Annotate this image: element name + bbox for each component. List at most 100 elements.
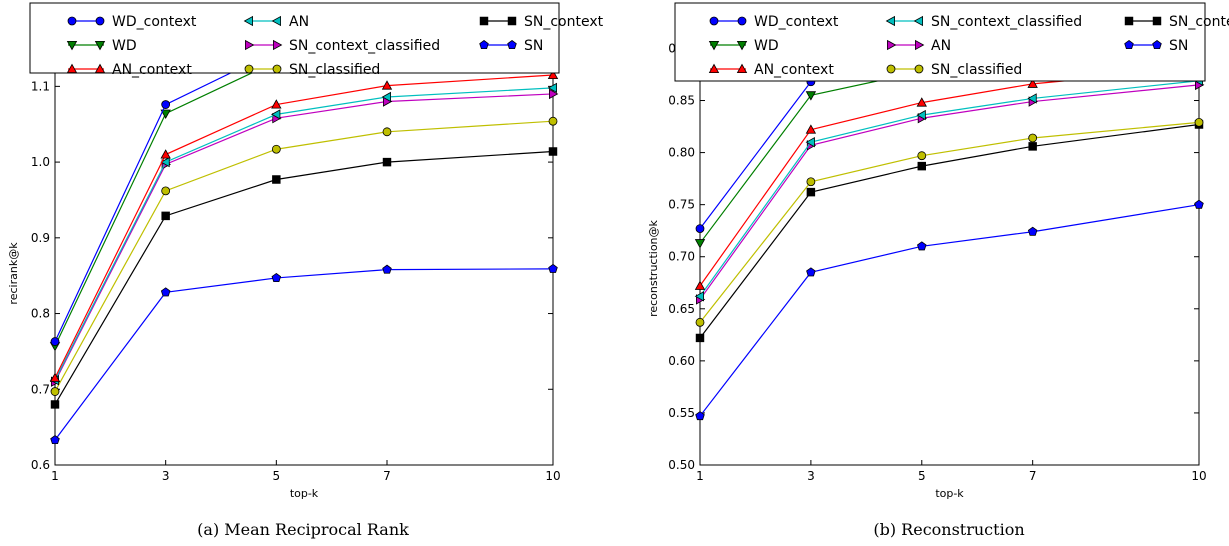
y-tick-label: 0.55 <box>668 406 695 420</box>
legend-swatch-marker <box>94 41 106 51</box>
legend-label: AN <box>289 14 309 30</box>
legend-swatch-marker <box>507 40 517 50</box>
legend-swatch-marker <box>95 16 105 26</box>
y-axis-label: reconstruction@k <box>647 219 660 316</box>
data-point-an-context <box>1027 78 1038 88</box>
legend-item-wd: WD <box>66 38 137 54</box>
legend-swatch-marker <box>66 63 78 73</box>
plot-frame <box>699 11 1200 466</box>
x-tick-label: 3 <box>807 469 815 483</box>
x-tick-label: 10 <box>1191 469 1206 483</box>
legend: WD_context WD AN_context AN SN_context_class… <box>29 2 604 78</box>
data-point-sn-context-classified <box>694 291 704 302</box>
legend-label: AN_context <box>112 62 192 78</box>
data-point-sn <box>548 263 558 273</box>
legend-swatch-marker <box>507 16 517 26</box>
legend-swatch-marker <box>887 39 897 51</box>
x-axis-label: top-k <box>290 487 319 500</box>
legend-swatch-marker <box>243 15 253 27</box>
data-point-sn-classified <box>548 116 558 126</box>
legend-swatch-marker <box>1152 16 1162 26</box>
data-point-sn-context-classified <box>1027 93 1037 104</box>
data-point-an <box>271 109 281 120</box>
legend-label: SN_context <box>1169 14 1229 30</box>
data-point-sn-context <box>917 161 927 171</box>
legend-swatch-marker <box>1124 40 1134 50</box>
data-point-an <box>547 82 557 94</box>
legend-item-an-context: AN_context <box>708 62 834 78</box>
data-point-sn-context <box>548 147 558 156</box>
legend-swatch-marker <box>736 63 748 73</box>
legend-swatch-marker <box>479 16 489 26</box>
data-point-sn <box>917 241 927 251</box>
legend-box <box>674 2 1206 82</box>
data-point-an-context <box>381 80 393 90</box>
legend-swatch-marker <box>736 41 748 51</box>
legend-item-sn: SN <box>479 38 543 54</box>
y-tick-label: 1.0 <box>31 155 50 169</box>
data-point-sn <box>1194 199 1204 209</box>
y-tick-label: 0.75 <box>668 198 695 212</box>
y-tick-label: 0.6 <box>31 458 50 472</box>
y-tick-label: 0.80 <box>668 146 695 160</box>
x-tick-label: 3 <box>162 469 170 483</box>
y-tick-label: 0.7 <box>31 382 50 396</box>
data-point-sn-context <box>161 211 170 221</box>
data-point-sn-classified <box>695 317 705 327</box>
legend-item-sn-context-classified: SN_context_classified <box>245 38 440 54</box>
data-point-wd <box>805 91 817 101</box>
data-point-sn-classified <box>161 186 171 196</box>
legend: WD_context WD AN_context SN_context_classif… <box>674 2 1229 82</box>
data-point-sn-context-classified <box>549 88 559 100</box>
legend-item-sn-context: SN_context <box>479 14 604 30</box>
legend-label: WD_context <box>112 14 197 30</box>
data-point-an-context <box>271 99 282 109</box>
data-point-sn-context <box>382 157 392 167</box>
data-point-wd-context <box>50 337 60 346</box>
y-tick-label: 0.60 <box>668 354 695 368</box>
data-point-sn-classified <box>1028 133 1038 143</box>
data-point-sn <box>695 411 705 421</box>
data-point-sn-context-classified <box>916 109 926 121</box>
data-point-sn-classified <box>382 127 392 137</box>
data-point-sn <box>50 435 60 445</box>
legend-swatch-marker <box>1152 40 1162 50</box>
data-point-an-context <box>49 372 61 382</box>
legend-label: SN_context_classified <box>931 14 1082 30</box>
y-tick-label: 0.50 <box>668 458 695 472</box>
data-point-an-context <box>694 280 706 290</box>
data-point-sn-classified <box>50 387 60 396</box>
y-axis-label: recirank@k <box>7 242 20 305</box>
x-tick-label: 7 <box>1029 469 1037 483</box>
legend-swatch-marker <box>709 16 719 26</box>
data-point-sn-classified <box>917 151 927 161</box>
x-tick-label: 7 <box>383 469 391 483</box>
plot-frame <box>54 21 554 466</box>
data-point-an-context <box>547 69 559 80</box>
data-point-wd <box>694 239 706 249</box>
legend-label: AN <box>931 38 951 54</box>
legend-label: SN_classified <box>931 62 1022 78</box>
legend-label: WD_context <box>754 14 839 30</box>
data-point-sn-classified <box>271 144 281 154</box>
legend-swatch-marker <box>245 39 255 51</box>
legend-item-an-context: AN_context <box>66 62 192 78</box>
legend-item-sn-classified: SN_classified <box>244 62 380 78</box>
data-point-sn-context <box>1028 142 1037 151</box>
legend-box <box>29 2 560 74</box>
legend-swatch-marker <box>737 16 747 26</box>
legend-label: AN_context <box>754 62 834 78</box>
x-tick-label: 5 <box>918 469 926 483</box>
data-point-an <box>160 156 170 168</box>
legend-label: SN <box>1169 38 1188 54</box>
legend-swatch-marker <box>885 15 895 27</box>
legend-swatch-marker <box>1124 16 1134 26</box>
x-tick-label: 10 <box>545 469 560 483</box>
x-tick-label: 1 <box>51 469 59 483</box>
data-point-sn <box>382 264 392 274</box>
y-tick-label: 1.1 <box>31 79 50 93</box>
x-tick-label: 1 <box>696 469 704 483</box>
legend-item-an: AN <box>887 38 951 54</box>
chart-mean-reciprocal-rank: 1 3 5 7 10 0.6 0.7 0.8 0.9 1.0 1.1 top-k recirank@k W… <box>7 2 604 539</box>
